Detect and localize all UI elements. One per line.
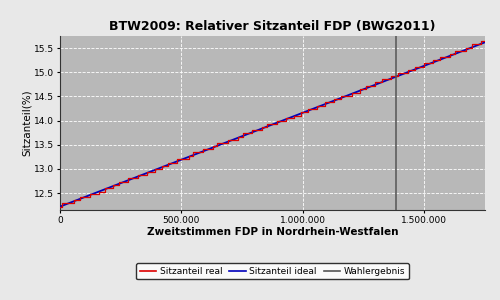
Title: BTW2009: Relativer Sitzanteil FDP (BWG2011): BTW2009: Relativer Sitzanteil FDP (BWG20… xyxy=(109,20,436,33)
X-axis label: Zweitstimmen FDP in Nordrhein-Westfalen: Zweitstimmen FDP in Nordrhein-Westfalen xyxy=(147,227,398,237)
Y-axis label: Sitzanteil(%): Sitzanteil(%) xyxy=(22,90,32,156)
Legend: Sitzanteil real, Sitzanteil ideal, Wahlergebnis: Sitzanteil real, Sitzanteil ideal, Wahle… xyxy=(136,263,409,280)
